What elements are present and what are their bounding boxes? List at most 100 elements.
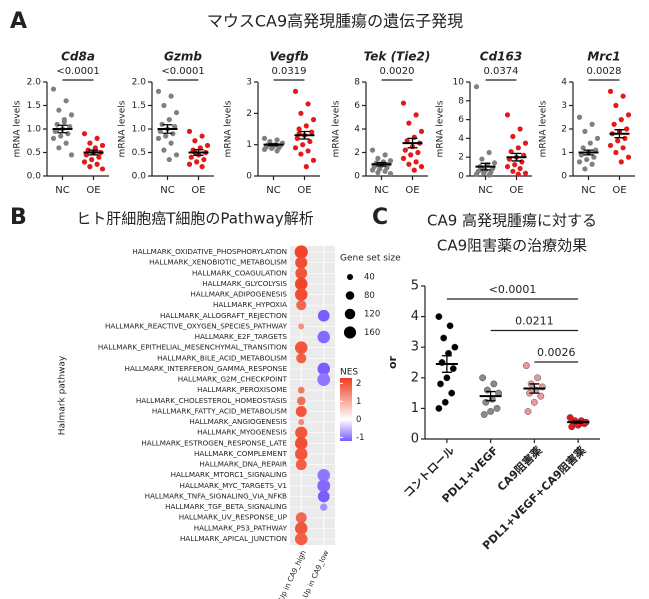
data-point <box>163 133 169 139</box>
data-point <box>524 408 532 415</box>
y-tick-label: HALLMARK_P53_PATHWAY <box>194 523 288 532</box>
error-bar <box>511 152 522 162</box>
data-point <box>607 88 614 94</box>
data-point <box>402 147 408 153</box>
y-tick-label: 1 <box>246 140 252 150</box>
legend-title: NES <box>340 368 358 378</box>
y-tick-label: 2 <box>354 148 360 158</box>
data-point <box>274 137 280 143</box>
data-point <box>624 126 630 132</box>
y-tick-label: 0 <box>561 172 567 182</box>
error-bar <box>162 124 173 134</box>
data-point <box>413 112 419 118</box>
data-point <box>199 164 205 170</box>
y-tick-label: HALLMARK_FATTY_ACID_METABOLISM <box>152 406 287 415</box>
data-point <box>568 423 576 431</box>
x-tick-label: OE <box>297 185 311 196</box>
bubble <box>294 522 308 535</box>
data-point <box>305 101 311 107</box>
data-point <box>594 135 601 141</box>
y-tick-label: 0 <box>246 172 252 182</box>
error-bar <box>573 420 584 424</box>
data-point <box>369 147 376 153</box>
y-tick-label: 0.5 <box>27 148 41 158</box>
error-bar <box>407 137 418 149</box>
data-point <box>166 117 172 123</box>
bubble <box>294 447 308 461</box>
bubble <box>298 323 305 330</box>
data-point <box>261 146 268 152</box>
y-tick-label: HALLMARK_GLYCOLYSIS <box>202 279 287 288</box>
y-tick-label: 2 <box>411 370 419 385</box>
data-point <box>418 164 425 170</box>
data-point <box>479 374 487 382</box>
data-point <box>375 155 381 161</box>
data-point <box>186 161 193 167</box>
data-point <box>305 148 311 154</box>
y-tick-label: 0.0 <box>132 172 147 182</box>
data-point <box>411 167 417 173</box>
y-tick-label: HALLMARK_ALLOGRAFT_REJECTION <box>160 311 287 320</box>
data-point <box>408 152 414 158</box>
panel-title: CA9阻害薬の治療効果 <box>437 237 587 255</box>
y-tick-label: 2.0 <box>132 78 147 88</box>
data-point <box>170 131 176 137</box>
data-point <box>87 164 93 170</box>
bubble <box>298 419 305 426</box>
y-tick-label: HALLMARK_PEROXISOME <box>197 385 287 394</box>
panel-letter: B <box>10 205 27 230</box>
data-point <box>517 126 523 132</box>
data-point <box>578 152 584 158</box>
data-point <box>269 145 275 152</box>
y-axis-label: mRNA levels <box>118 100 128 157</box>
data-point <box>300 142 306 148</box>
data-point <box>490 380 498 388</box>
chart-title: Cd163 <box>480 50 522 64</box>
data-point <box>622 135 628 141</box>
bubble <box>294 437 308 450</box>
data-point <box>445 349 452 357</box>
y-tick-label: HALLMARK_G2M_CHECKPOINT <box>178 375 288 384</box>
data-point <box>589 161 595 167</box>
x-tick-label: OE <box>612 185 626 196</box>
x-tick-label: NC <box>266 185 280 196</box>
data-point <box>369 167 376 173</box>
y-tick-label: HALLMARK_COMPLEMENT <box>194 449 288 458</box>
data-point <box>584 156 590 163</box>
panel-title: CA9 高発現腫瘍に対する <box>427 212 597 230</box>
panel-title: マウスCA9高発現腫瘍の遺伝子発現 <box>207 12 463 31</box>
data-point <box>487 408 495 415</box>
data-point <box>473 84 480 90</box>
data-point <box>451 343 459 351</box>
bubble <box>295 256 308 269</box>
y-tick-label: 3 <box>561 101 567 111</box>
data-point <box>522 170 529 176</box>
bubble <box>317 490 330 503</box>
error-bar <box>376 161 387 167</box>
y-axis-label: or <box>386 355 399 369</box>
data-point <box>87 140 93 146</box>
y-tick-label: HALLMARK_EPITHELIAL_MESENCHYMAL_TRANSITI… <box>98 343 287 352</box>
colorbar <box>340 378 352 441</box>
p-value: 0.0028 <box>587 66 622 77</box>
y-tick-label: 6 <box>458 115 464 125</box>
data-point <box>613 149 619 156</box>
y-tick-label: HALLMARK_ESTROGEN_RESPONSE_LATE <box>141 438 287 447</box>
data-point <box>172 124 178 130</box>
data-point <box>491 160 498 166</box>
bubble <box>320 503 328 511</box>
bubble <box>317 373 331 386</box>
panel-letter: A <box>10 9 27 34</box>
y-tick-label: 0 <box>354 172 360 182</box>
data-point <box>510 133 516 140</box>
data-point <box>537 392 545 400</box>
y-tick-label: 1.5 <box>132 101 146 111</box>
y-tick-label: 3 <box>411 340 419 355</box>
data-point <box>593 147 599 153</box>
p-value: <0.0001 <box>489 283 537 296</box>
data-point <box>96 154 102 160</box>
data-point <box>479 156 485 162</box>
y-tick-label: HALLMARK_INTERFERON_GAMMA_RESPONSE <box>125 364 288 373</box>
error-bar <box>88 149 99 156</box>
